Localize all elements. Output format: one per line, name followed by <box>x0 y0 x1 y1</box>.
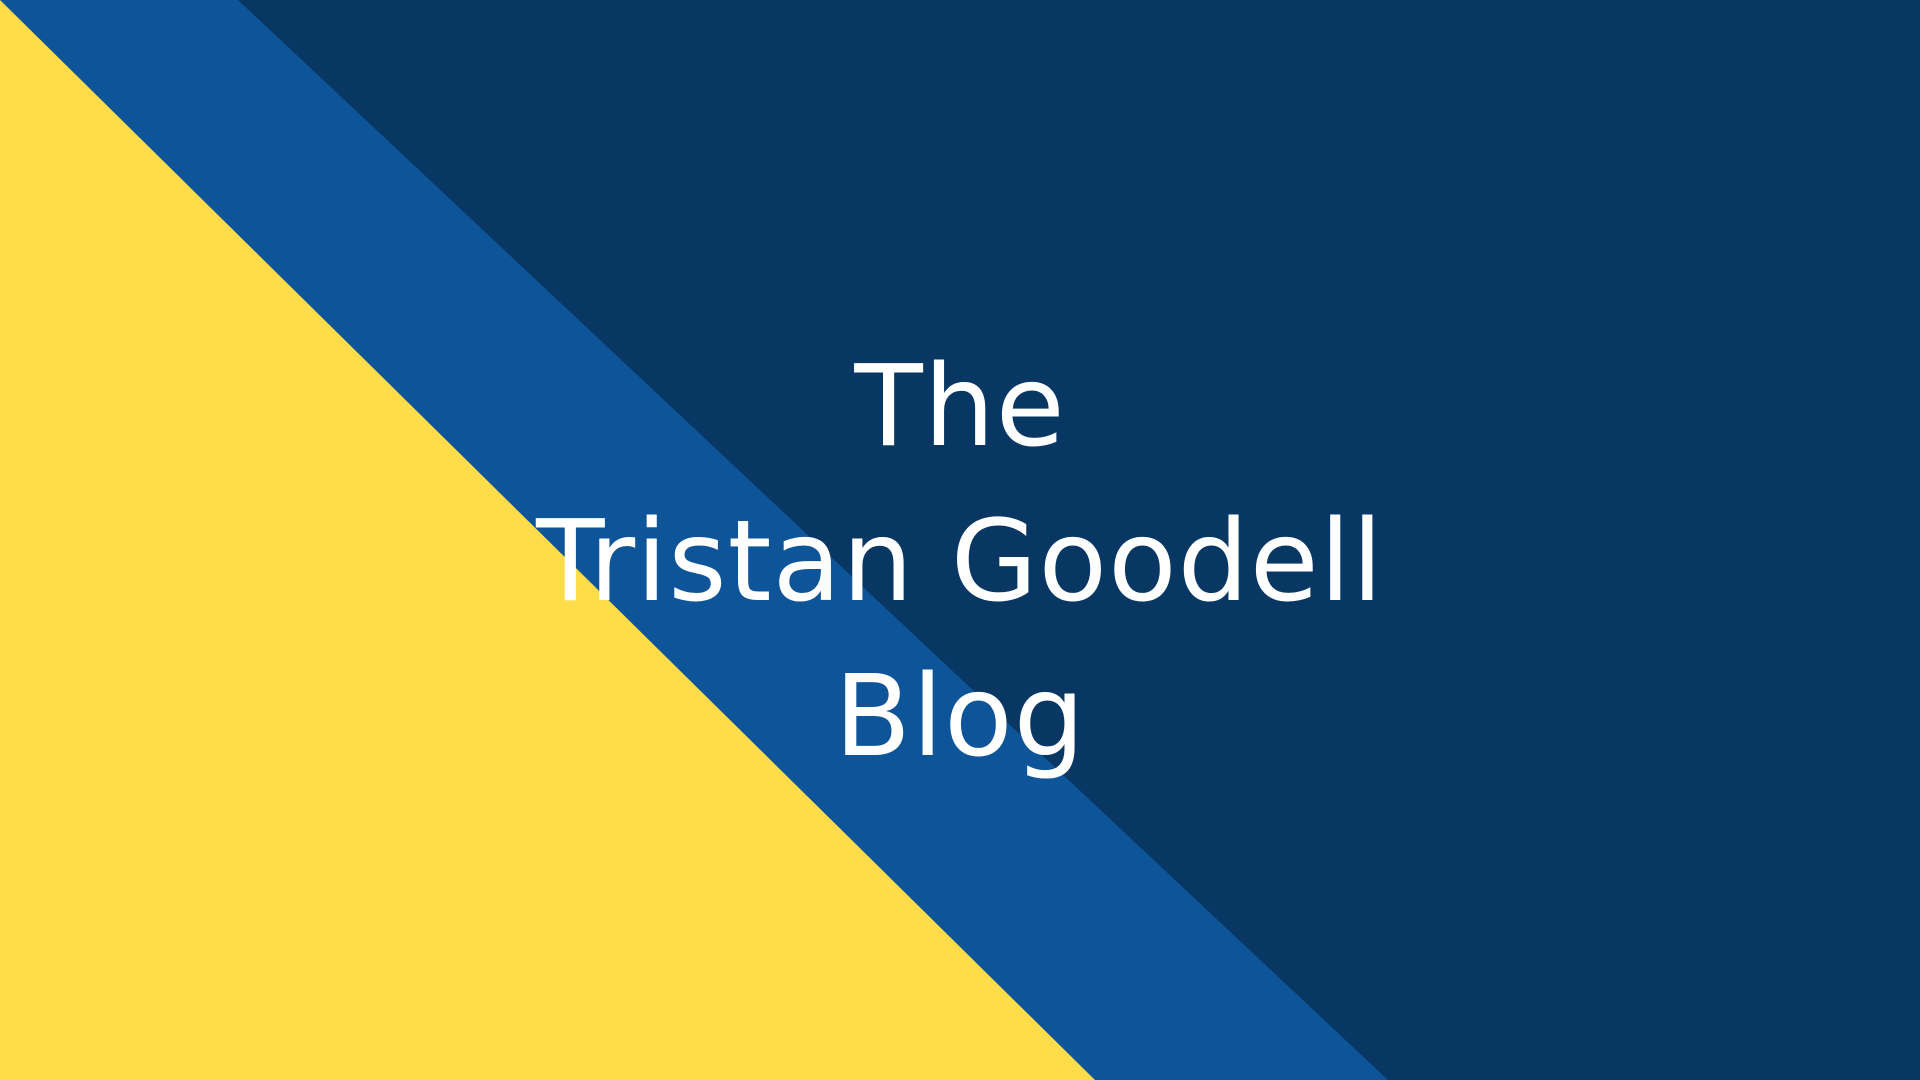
title-line-2: Tristan Goodell <box>536 497 1384 627</box>
title-line-1: The <box>854 342 1066 472</box>
yellow-triangle <box>0 0 1095 1080</box>
title-line-3: Blog <box>834 652 1086 782</box>
blog-title: The Tristan Goodell Blog <box>0 330 1920 795</box>
